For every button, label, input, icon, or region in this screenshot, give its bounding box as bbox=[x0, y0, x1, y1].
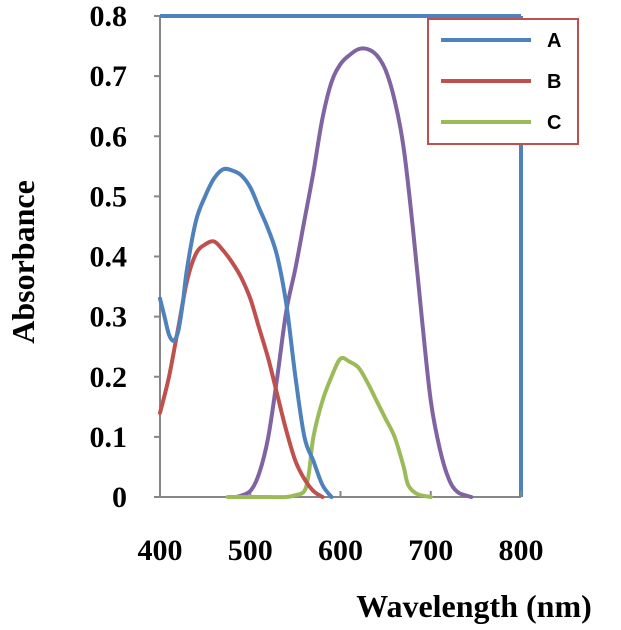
y-tick-label: 0.5 bbox=[90, 180, 128, 213]
x-tick-label: 600 bbox=[318, 534, 363, 567]
series-line-c bbox=[225, 355, 433, 500]
y-tick-label: 0.6 bbox=[90, 120, 128, 153]
x-tick-label: 700 bbox=[408, 534, 453, 567]
x-tick-label: 500 bbox=[228, 534, 273, 567]
y-tick-label: 0.8 bbox=[90, 0, 128, 33]
x-axis-label: Wavelength (nm) bbox=[356, 588, 592, 624]
series-line-unlabeled bbox=[234, 46, 474, 499]
legend-label-c: C bbox=[547, 112, 561, 134]
y-tick-label: 0.7 bbox=[90, 60, 128, 93]
y-tick-label: 0 bbox=[112, 481, 127, 514]
x-tick-label: 800 bbox=[499, 534, 544, 567]
y-tick-label: 0.1 bbox=[90, 421, 128, 454]
y-tick-label: 0.2 bbox=[90, 361, 128, 394]
y-tick-label: 0.4 bbox=[90, 241, 128, 274]
series-line-a bbox=[158, 166, 334, 499]
x-tick-label: 400 bbox=[138, 534, 183, 567]
y-axis-label: Absorbance bbox=[5, 180, 41, 344]
legend-label-a: A bbox=[547, 30, 561, 52]
series-layer bbox=[158, 46, 474, 500]
legend-label-b: B bbox=[547, 71, 561, 93]
y-tick-label: 0.3 bbox=[90, 301, 128, 334]
ticks: 0 0.1 0.2 0.3 0.4 0.5 0.6 0.7 0.8 400 500 600 700 800 bbox=[90, 0, 544, 567]
legend: A B C bbox=[427, 18, 579, 145]
